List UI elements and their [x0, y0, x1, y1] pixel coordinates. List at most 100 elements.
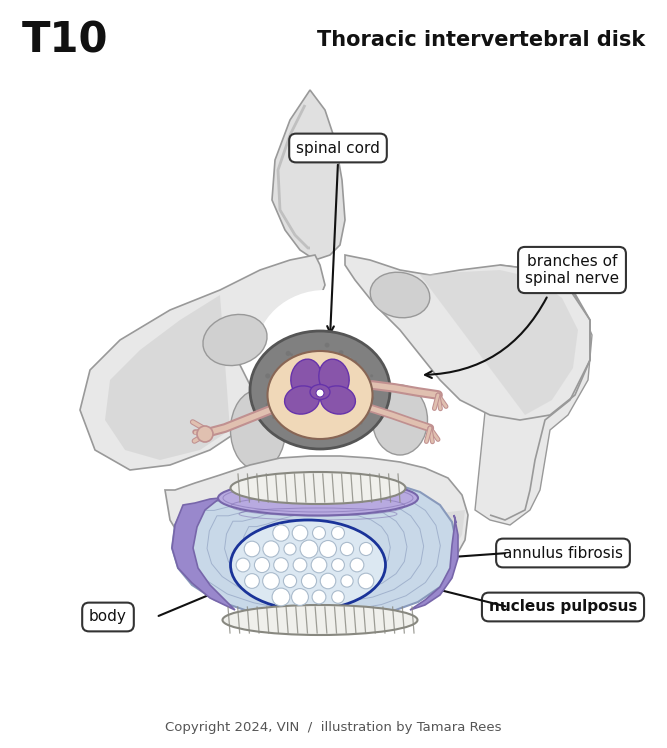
Circle shape	[312, 590, 326, 604]
Circle shape	[265, 402, 270, 407]
Circle shape	[281, 367, 283, 370]
Polygon shape	[185, 510, 465, 595]
Ellipse shape	[231, 520, 386, 610]
Circle shape	[263, 541, 279, 557]
Circle shape	[326, 422, 330, 426]
Circle shape	[282, 369, 287, 373]
Circle shape	[288, 383, 290, 384]
Circle shape	[369, 396, 374, 401]
Circle shape	[331, 527, 344, 539]
Circle shape	[285, 409, 288, 413]
Text: branches of
spinal nerve: branches of spinal nerve	[525, 254, 619, 286]
Circle shape	[319, 541, 336, 557]
Circle shape	[335, 428, 338, 430]
Polygon shape	[345, 255, 590, 420]
Circle shape	[272, 416, 275, 419]
Circle shape	[358, 573, 374, 589]
Circle shape	[289, 360, 295, 364]
Circle shape	[359, 411, 360, 412]
Ellipse shape	[370, 272, 430, 318]
Circle shape	[292, 415, 295, 418]
Circle shape	[359, 407, 361, 409]
Circle shape	[325, 343, 329, 348]
Polygon shape	[80, 255, 325, 470]
Ellipse shape	[250, 331, 390, 449]
Circle shape	[301, 574, 317, 589]
Circle shape	[367, 396, 369, 397]
Circle shape	[284, 543, 296, 555]
Circle shape	[290, 353, 293, 356]
Circle shape	[360, 367, 362, 370]
Circle shape	[270, 394, 273, 397]
Ellipse shape	[231, 390, 285, 470]
Circle shape	[291, 589, 308, 605]
Circle shape	[283, 370, 286, 373]
Circle shape	[324, 376, 325, 378]
Text: body: body	[89, 610, 127, 625]
Circle shape	[360, 542, 373, 556]
Ellipse shape	[310, 384, 330, 399]
Ellipse shape	[203, 314, 267, 366]
Circle shape	[350, 558, 364, 572]
Circle shape	[244, 542, 260, 557]
Circle shape	[342, 388, 345, 392]
Circle shape	[287, 411, 290, 414]
Circle shape	[273, 406, 277, 409]
Circle shape	[305, 408, 309, 411]
Circle shape	[245, 574, 259, 589]
Circle shape	[311, 399, 317, 404]
Circle shape	[272, 588, 290, 606]
Circle shape	[197, 426, 213, 442]
Circle shape	[273, 525, 289, 542]
Circle shape	[360, 422, 362, 425]
Circle shape	[316, 389, 324, 397]
Polygon shape	[420, 270, 578, 415]
Circle shape	[364, 389, 366, 390]
Circle shape	[289, 404, 293, 408]
Circle shape	[340, 362, 343, 365]
Circle shape	[370, 374, 374, 377]
Circle shape	[362, 375, 364, 378]
Ellipse shape	[267, 351, 372, 439]
Circle shape	[293, 558, 307, 572]
Circle shape	[265, 373, 270, 378]
Circle shape	[286, 408, 288, 410]
Ellipse shape	[321, 386, 356, 414]
Circle shape	[338, 389, 342, 393]
Text: T10: T10	[22, 19, 109, 61]
Circle shape	[285, 391, 288, 394]
Circle shape	[317, 422, 320, 424]
Circle shape	[320, 573, 336, 589]
Polygon shape	[165, 456, 468, 595]
Circle shape	[349, 357, 351, 359]
Ellipse shape	[218, 480, 418, 515]
Circle shape	[284, 366, 287, 368]
Circle shape	[340, 542, 354, 556]
Circle shape	[342, 373, 344, 375]
Circle shape	[325, 353, 327, 355]
Circle shape	[321, 387, 324, 391]
Circle shape	[267, 386, 269, 389]
Circle shape	[328, 355, 332, 358]
Circle shape	[283, 574, 297, 588]
Circle shape	[292, 525, 307, 541]
Circle shape	[339, 350, 344, 355]
Circle shape	[327, 373, 329, 375]
Polygon shape	[475, 265, 592, 525]
Polygon shape	[272, 90, 345, 260]
Circle shape	[300, 540, 318, 558]
Circle shape	[360, 378, 362, 380]
Text: annulus fibrosis: annulus fibrosis	[503, 545, 623, 560]
Ellipse shape	[319, 359, 350, 397]
Circle shape	[316, 410, 321, 415]
Circle shape	[307, 354, 309, 355]
Circle shape	[304, 399, 307, 402]
Circle shape	[273, 558, 288, 572]
Polygon shape	[172, 478, 457, 620]
Circle shape	[254, 557, 269, 572]
Text: nucleus pulposus: nucleus pulposus	[489, 599, 637, 615]
Circle shape	[313, 527, 325, 539]
Circle shape	[336, 426, 339, 429]
Circle shape	[285, 416, 288, 420]
Polygon shape	[105, 295, 230, 460]
